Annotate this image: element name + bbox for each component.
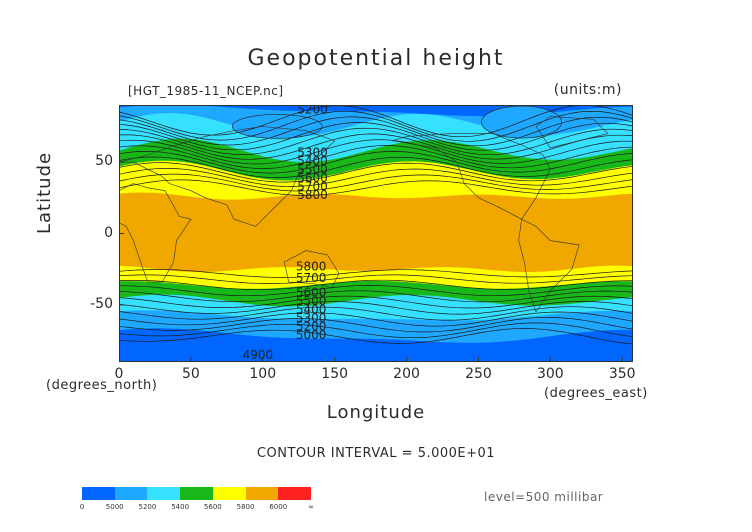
contour-line: [119, 290, 633, 303]
contour-map: 5200530054005500560057005800580057005600…: [119, 105, 633, 362]
plot-area: 5200 5300 5400 5500 5600 5700 5800 5800 5700 5600…: [119, 105, 633, 362]
contour-label: 5300: [296, 311, 327, 325]
contour-line: [119, 328, 633, 345]
x-axis-label: Longitude: [326, 402, 426, 423]
colorbar-label: 0: [79, 503, 85, 511]
colorbar-segment: [278, 487, 312, 500]
contour-line: [119, 311, 633, 327]
file-name: [HGT_1985-11_NCEP.nc]: [128, 84, 284, 98]
contour-line: [119, 279, 633, 291]
contour-label: 5800: [296, 260, 327, 274]
contour-fills: [119, 105, 633, 362]
contour-line: [119, 301, 633, 315]
x-axis-unit-right: (degrees_east): [544, 386, 648, 401]
colorbar-label: ∞: [308, 503, 314, 511]
contour-line: [119, 162, 633, 183]
contour-label: 5600: [296, 285, 327, 299]
contour-line: [119, 269, 633, 278]
colorbar-segment: [180, 487, 213, 500]
y-tick-label: -50: [90, 295, 113, 312]
y-tick-label: 50: [95, 153, 113, 170]
y-tick-label: 0: [104, 224, 113, 241]
x-tick-label: 150: [321, 366, 349, 382]
contour-line: [119, 285, 633, 297]
contour-line: [119, 145, 633, 169]
chart-title: Geopotential height: [247, 46, 505, 71]
x-tick-label: 300: [536, 366, 564, 382]
contour-label: 5600: [297, 171, 328, 185]
x-tick-label: 350: [608, 366, 636, 382]
colorbar: [82, 487, 312, 500]
contour-line: [119, 110, 633, 142]
colorbar-label: 5600: [203, 503, 222, 511]
contour-line: [119, 116, 633, 147]
contour-label: 4900: [243, 348, 274, 362]
contour-line: [119, 322, 633, 339]
colorbar-labels: 0 5000 5200 5400 5600 5800 6000 ∞: [79, 503, 314, 513]
contour-label: 5800: [297, 188, 328, 202]
contour-label: 5400: [297, 154, 328, 168]
coastline: [119, 183, 192, 283]
contour-label: 5400: [296, 302, 327, 316]
x-tick-label: 50: [181, 366, 200, 382]
contour-line: [119, 179, 633, 196]
coastline: [119, 126, 336, 227]
colorbar-label: 6000: [269, 503, 288, 511]
x-tick-label: 250: [465, 366, 492, 382]
contour-label: 5700: [297, 180, 328, 194]
coastline: [392, 133, 551, 220]
colorbar-label: 5800: [236, 503, 255, 511]
colorbar-label: 5400: [171, 503, 190, 511]
contour-line: [119, 173, 633, 192]
colorbar-label: 5200: [138, 503, 157, 511]
contour-line: [119, 139, 633, 165]
low-center-asia: [231, 114, 323, 139]
colorbar-label: 5000: [105, 503, 124, 511]
x-axis-unit-left: (degrees_north): [46, 378, 158, 393]
contour-label: 5500: [296, 294, 327, 308]
contour-line: [119, 122, 633, 151]
colorbar-segment: [114, 487, 148, 500]
colorbar-segment: [147, 487, 181, 500]
contour-line: [119, 156, 633, 178]
contour-label: 5200: [297, 105, 328, 117]
x-tick-label: 100: [249, 366, 277, 382]
contour-label: 5200: [296, 320, 327, 334]
coastline: [535, 116, 609, 149]
contour-line: [119, 306, 633, 321]
units-label: (units:m): [553, 82, 622, 98]
level-label: level=500 millibar: [484, 490, 604, 504]
contour-line: [119, 295, 633, 309]
contour-line: [119, 105, 633, 138]
x-tick-label: 200: [393, 366, 420, 382]
band-5800-6000: [119, 192, 633, 273]
contour-line: [119, 168, 633, 187]
coastline: [518, 218, 580, 313]
contour-label: 5700: [296, 271, 327, 285]
contour-label: 5500: [297, 163, 328, 177]
x-tick-label: 0: [114, 366, 124, 382]
colorbar-segment: [212, 487, 246, 500]
contour-label: 5300: [297, 145, 328, 159]
contour-line: [119, 317, 633, 333]
contour-line: [119, 274, 633, 284]
contour-line: [119, 127, 633, 156]
colorbar-segment: [82, 487, 115, 500]
coastline: [284, 250, 340, 289]
contour-label: 5000: [296, 328, 327, 342]
contour-interval: CONTOUR INTERVAL = 5.000E+01: [256, 446, 496, 461]
colorbar-segment: [245, 487, 279, 500]
contour-line: [119, 133, 633, 160]
y-axis-label: Latitude: [34, 151, 55, 234]
